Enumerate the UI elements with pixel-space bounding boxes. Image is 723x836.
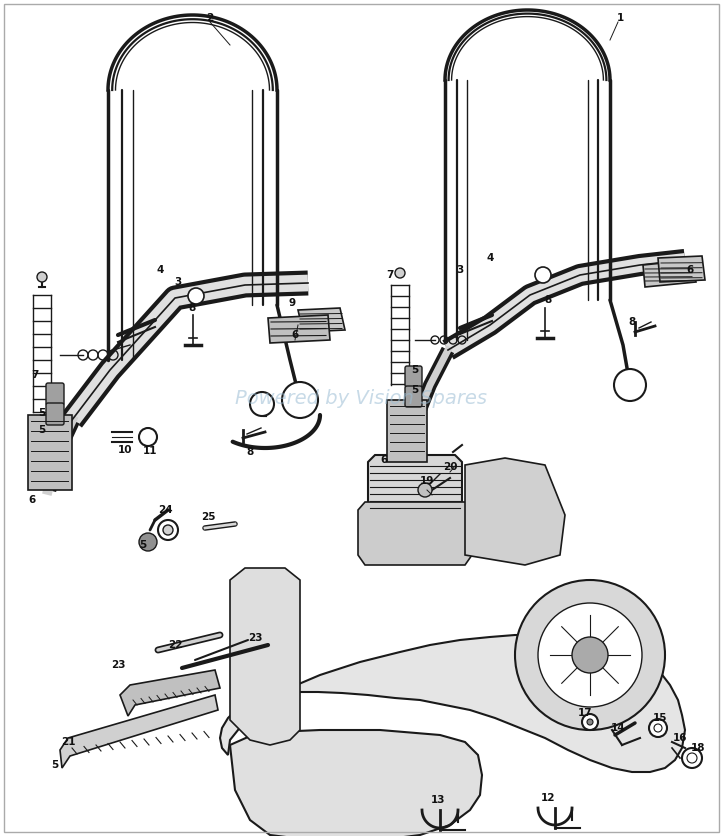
Text: 6: 6	[28, 495, 35, 505]
Text: 3: 3	[174, 277, 181, 287]
FancyBboxPatch shape	[46, 403, 64, 425]
Circle shape	[139, 533, 157, 551]
Text: 22: 22	[168, 640, 182, 650]
Text: 5: 5	[51, 760, 59, 770]
Circle shape	[538, 603, 642, 707]
Text: 5: 5	[411, 365, 419, 375]
Text: 8: 8	[544, 295, 552, 305]
Text: 13: 13	[431, 795, 445, 805]
Text: 4: 4	[156, 265, 163, 275]
Text: 5: 5	[140, 540, 147, 550]
Circle shape	[649, 719, 667, 737]
Polygon shape	[268, 315, 330, 343]
Polygon shape	[60, 695, 218, 768]
Text: 23: 23	[111, 660, 125, 670]
Text: 16: 16	[672, 733, 688, 743]
Text: 7: 7	[386, 270, 394, 280]
Circle shape	[418, 483, 432, 497]
Text: 4: 4	[487, 253, 494, 263]
Text: 1: 1	[617, 13, 624, 23]
Text: 24: 24	[158, 505, 172, 515]
Circle shape	[158, 520, 178, 540]
Circle shape	[163, 525, 173, 535]
Text: 12: 12	[541, 793, 555, 803]
Polygon shape	[387, 400, 427, 462]
Circle shape	[572, 637, 608, 673]
Circle shape	[582, 714, 598, 730]
Text: 6: 6	[380, 455, 388, 465]
Text: 23: 23	[248, 633, 262, 643]
Text: 20: 20	[442, 462, 457, 472]
Circle shape	[188, 288, 204, 304]
Text: 6: 6	[686, 265, 693, 275]
Text: 3: 3	[456, 265, 463, 275]
Text: 17: 17	[578, 708, 592, 718]
Text: 8: 8	[628, 317, 636, 327]
Text: 19: 19	[420, 476, 435, 486]
Circle shape	[515, 580, 665, 730]
Text: 5: 5	[411, 385, 419, 395]
Text: 5: 5	[38, 425, 46, 435]
Text: 5: 5	[38, 408, 46, 418]
FancyBboxPatch shape	[405, 386, 422, 407]
Polygon shape	[643, 260, 696, 287]
Circle shape	[37, 272, 47, 282]
Circle shape	[535, 267, 551, 283]
Circle shape	[282, 382, 318, 418]
Circle shape	[682, 748, 702, 768]
Text: 2: 2	[206, 13, 213, 23]
Polygon shape	[230, 568, 300, 745]
Text: 18: 18	[690, 743, 705, 753]
Polygon shape	[298, 308, 345, 332]
Text: 9: 9	[288, 298, 296, 308]
Text: 8: 8	[247, 447, 254, 457]
Text: 6: 6	[291, 330, 299, 340]
Circle shape	[614, 369, 646, 401]
Polygon shape	[220, 635, 685, 772]
Text: 15: 15	[653, 713, 667, 723]
Circle shape	[687, 753, 697, 763]
Text: 14: 14	[611, 723, 625, 733]
Circle shape	[250, 392, 274, 416]
Polygon shape	[368, 455, 462, 520]
Polygon shape	[230, 730, 482, 836]
Polygon shape	[358, 502, 472, 565]
FancyBboxPatch shape	[46, 383, 64, 405]
Polygon shape	[465, 458, 565, 565]
Circle shape	[139, 428, 157, 446]
Text: 21: 21	[61, 737, 75, 747]
Text: 25: 25	[201, 512, 215, 522]
Circle shape	[654, 724, 662, 732]
Text: Powered by Vision Spares: Powered by Vision Spares	[235, 389, 487, 407]
Polygon shape	[658, 256, 705, 282]
Polygon shape	[120, 670, 220, 716]
Text: 8: 8	[189, 303, 196, 313]
Circle shape	[587, 719, 593, 725]
Polygon shape	[28, 415, 72, 490]
Text: 11: 11	[142, 446, 157, 456]
Text: 10: 10	[118, 445, 132, 455]
Text: 7: 7	[31, 370, 39, 380]
FancyBboxPatch shape	[405, 366, 422, 387]
Circle shape	[395, 268, 405, 278]
